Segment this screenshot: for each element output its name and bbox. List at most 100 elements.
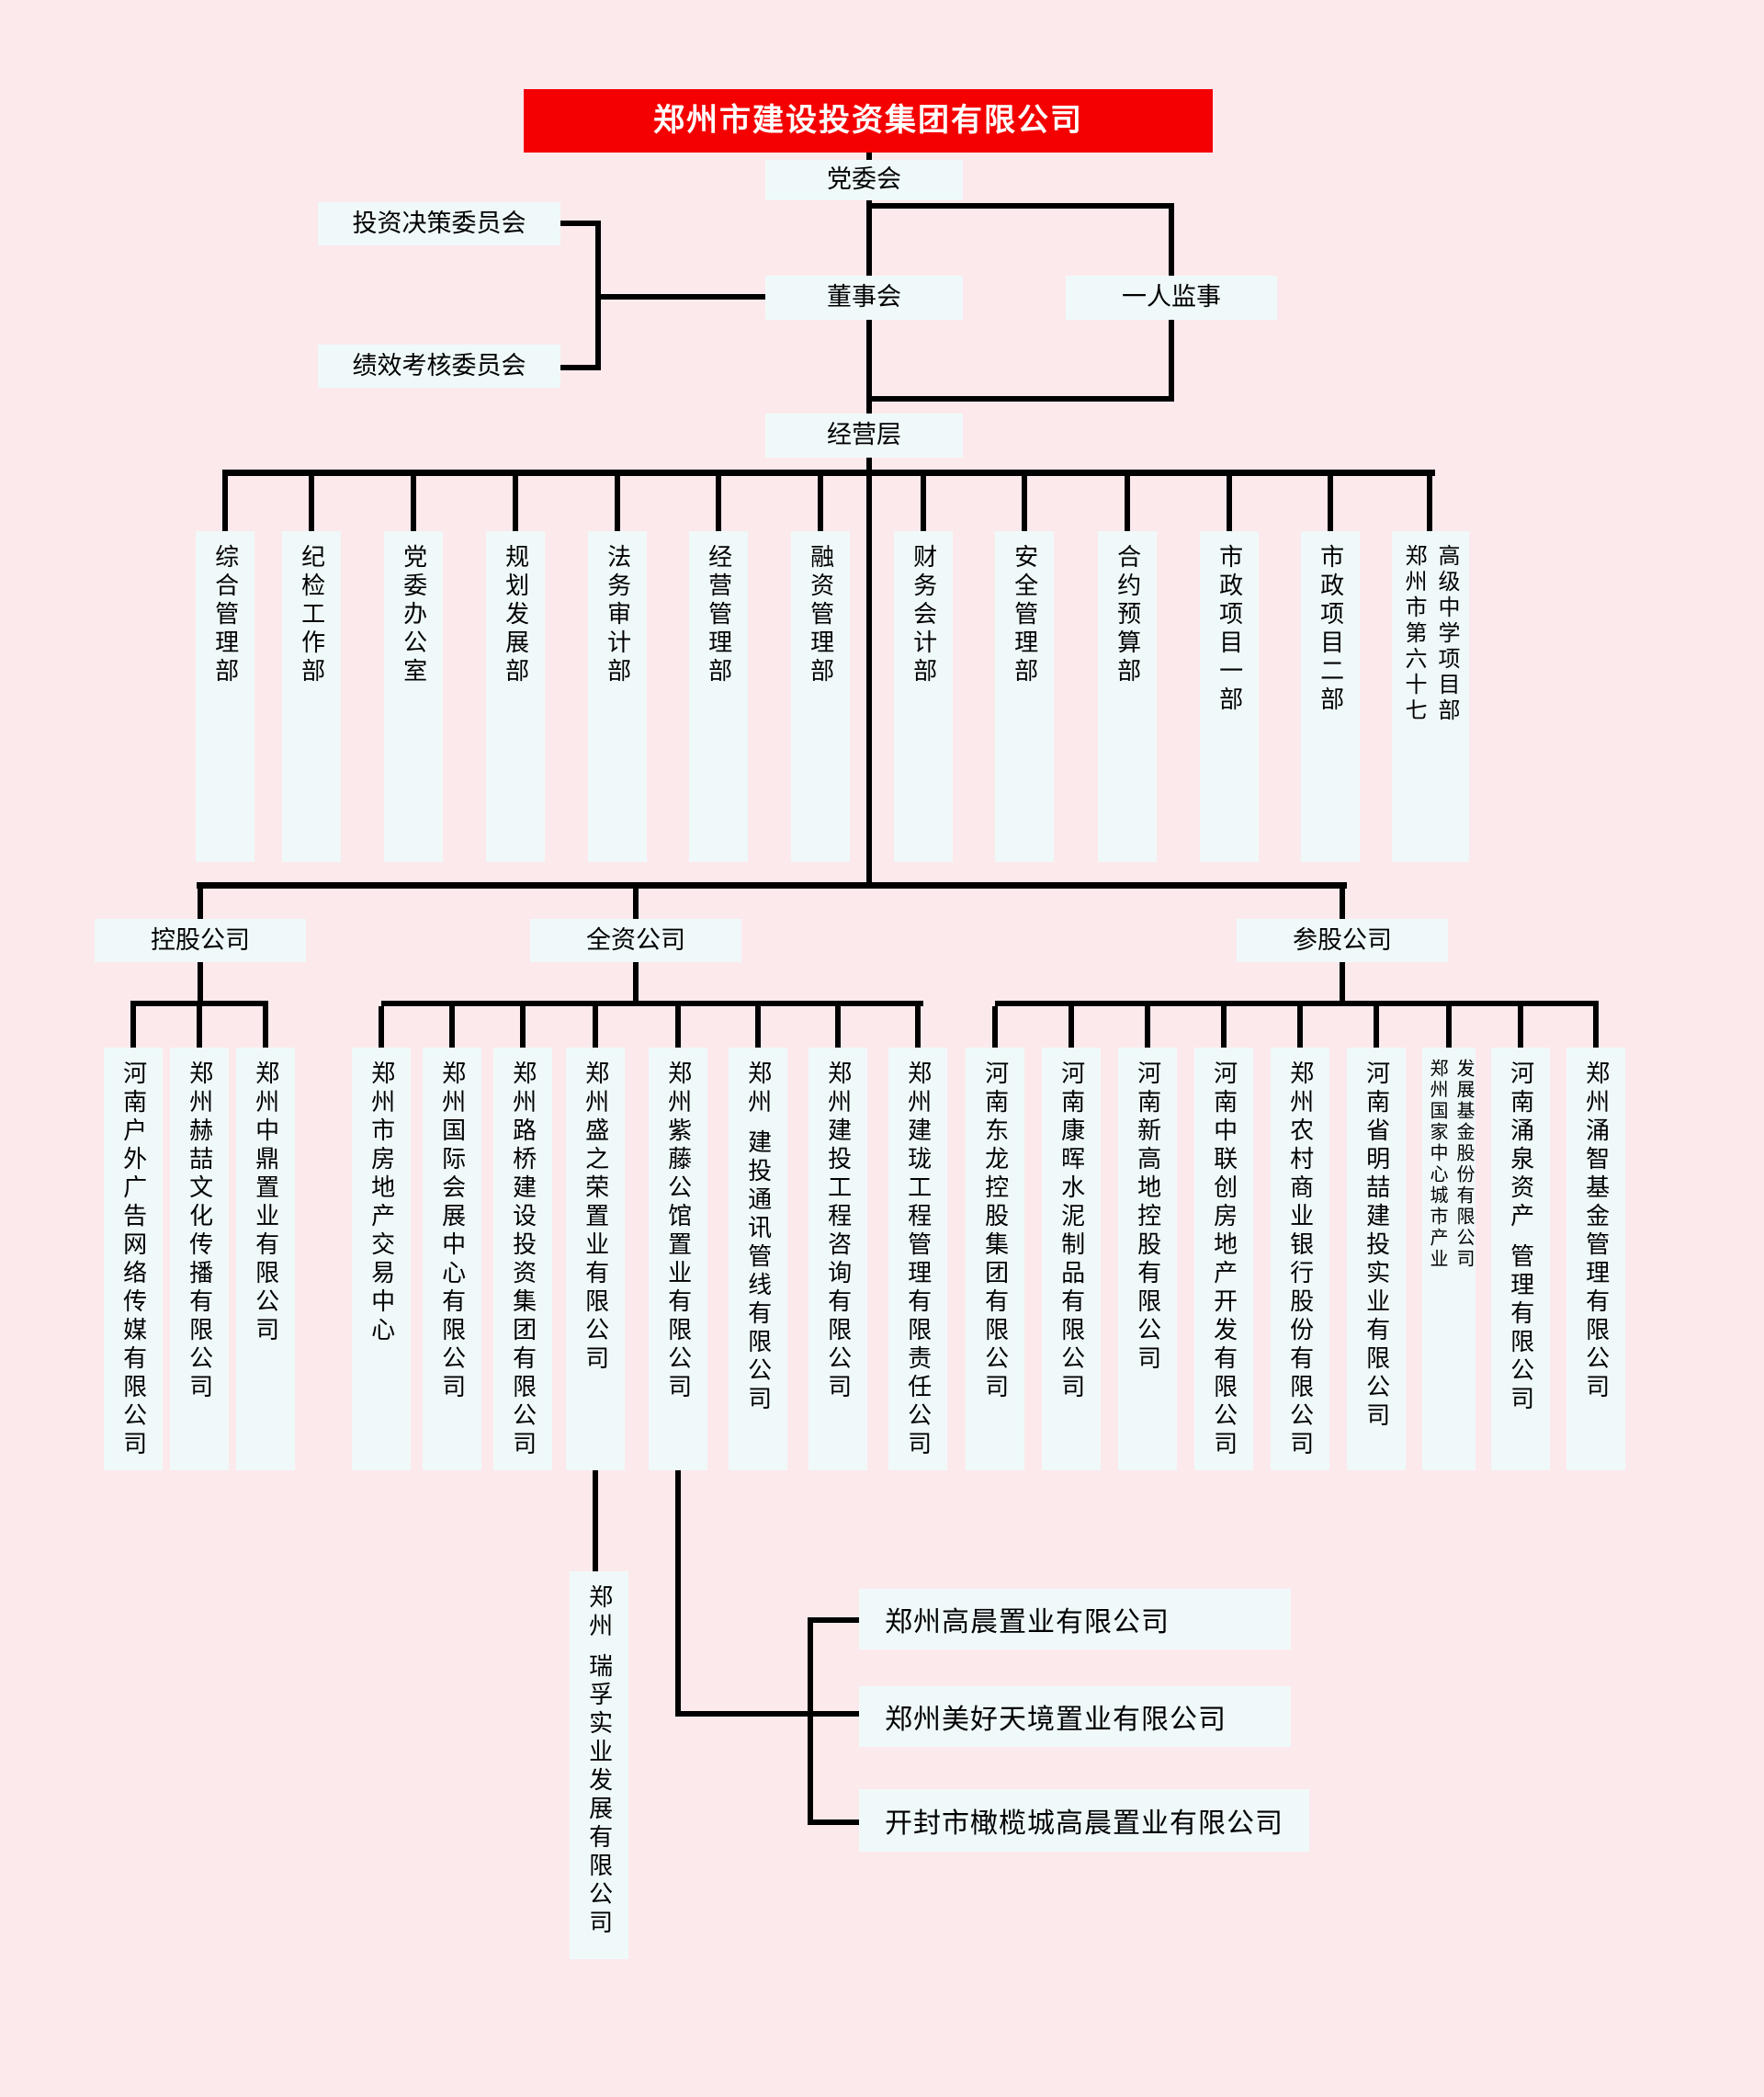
- connector-line: [866, 476, 872, 886]
- node-board: 董事会: [765, 276, 963, 320]
- company-banner: 郑州市建设投资集团有限公司: [524, 89, 1213, 153]
- connector-line: [263, 1006, 268, 1048]
- subsidiary-box: 郑州市房地产交易中心: [352, 1048, 411, 1470]
- subsidiary-box: 郑州农村商业银行股份有限公司: [1271, 1048, 1329, 1470]
- department-box: 市政项目一部: [1200, 531, 1259, 862]
- subsidiary-box: 河南康晖水泥制品有限公司: [1042, 1048, 1101, 1470]
- connector-line: [675, 1006, 681, 1048]
- connector-line: [198, 962, 203, 1004]
- connector-line: [1227, 476, 1232, 531]
- connector-line: [1221, 1006, 1227, 1048]
- department-box: 规划发展部: [486, 531, 545, 862]
- connector-line: [866, 458, 872, 473]
- connector-line: [197, 1006, 202, 1048]
- subsidiary-box: 郑州建投工程咨询有限公司: [808, 1048, 867, 1470]
- subsidiary-box: 郑州 建投通讯管线有限公司: [729, 1048, 787, 1470]
- connector-line: [808, 1819, 859, 1825]
- department-box: 融资管理部: [791, 531, 850, 862]
- node-party-committee: 党委会: [765, 160, 963, 200]
- connector-line: [222, 470, 1435, 476]
- connector-line: [675, 1470, 681, 1717]
- connector-line: [921, 476, 926, 531]
- department-box: 综合管理部: [196, 531, 254, 862]
- subsidiary-box-meihaotianjing: 郑州美好天境置业有限公司: [859, 1686, 1291, 1747]
- subsidiary-box: 郑州国家中心城市产业 发展基金股份有限公司: [1422, 1048, 1476, 1470]
- department-box: 法务审计部: [588, 531, 647, 862]
- connector-line: [1069, 1006, 1074, 1048]
- department-box: 纪检工作部: [282, 531, 341, 862]
- connector-line: [1328, 476, 1333, 531]
- connector-line: [866, 396, 1174, 402]
- connector-line: [130, 1001, 268, 1006]
- connector-line: [379, 1006, 384, 1048]
- connector-line: [1374, 1006, 1379, 1048]
- connector-line: [1427, 476, 1432, 531]
- connector-line: [808, 1617, 813, 1825]
- connector-line: [915, 1006, 921, 1048]
- group-label-participating: 参股公司: [1237, 919, 1448, 962]
- connector-line: [520, 1006, 526, 1048]
- department-box: 经营管理部: [689, 531, 748, 862]
- connector-line: [633, 962, 639, 1004]
- connector-line: [1145, 1006, 1150, 1048]
- subsidiary-box-ruifu: 郑州 瑞孚实业发展有限公司: [570, 1571, 628, 1959]
- connector-line: [835, 1006, 841, 1048]
- connector-line: [1340, 886, 1345, 919]
- connector-line: [513, 476, 518, 531]
- connector-line: [197, 882, 1347, 889]
- connector-line: [411, 476, 416, 531]
- connector-line: [755, 1006, 761, 1048]
- connector-line: [222, 476, 228, 531]
- department-box: 财务会计部: [894, 531, 953, 862]
- connector-line: [675, 1711, 861, 1717]
- connector-line: [560, 221, 601, 226]
- department-box: 合约预算部: [1098, 531, 1157, 862]
- subsidiary-box: 郑州国际会展中心有限公司: [423, 1048, 481, 1470]
- subsidiary-box: 河南东龙控股集团有限公司: [966, 1048, 1024, 1470]
- connector-line: [818, 476, 823, 531]
- connector-line: [595, 294, 771, 300]
- subsidiary-box: 河南新高地控股有限公司: [1118, 1048, 1177, 1470]
- subsidiary-box: 郑州盛之荣置业有限公司: [566, 1048, 625, 1470]
- connector-line: [198, 886, 203, 919]
- connector-line: [1125, 476, 1130, 531]
- subsidiary-box: 河南中联创房地产开发有限公司: [1194, 1048, 1253, 1470]
- connector-line: [992, 1006, 998, 1048]
- connector-line: [1297, 1006, 1303, 1048]
- department-box: 郑州市第六十七 高级中学项目部: [1392, 531, 1469, 862]
- connector-line: [560, 365, 601, 370]
- subsidiary-box: 郑州紫藤公馆置业有限公司: [649, 1048, 707, 1470]
- connector-line: [1593, 1006, 1599, 1048]
- subsidiary-box-kaifeng: 开封市橄榄城高晨置业有限公司: [859, 1789, 1309, 1852]
- connector-line: [449, 1006, 455, 1048]
- connector-line: [866, 203, 1174, 209]
- group-label-wholly-owned: 全资公司: [530, 919, 741, 962]
- subsidiary-box: 郑州路桥建设投资集团有限公司: [493, 1048, 552, 1470]
- node-sole-supervisor: 一人监事: [1066, 276, 1277, 320]
- connector-line: [1022, 476, 1027, 531]
- connector-line: [130, 1006, 136, 1048]
- connector-line: [808, 1617, 859, 1623]
- department-box: 党委办公室: [384, 531, 443, 862]
- connector-line: [593, 1470, 598, 1571]
- subsidiary-box: 郑州涌智基金管理有限公司: [1566, 1048, 1625, 1470]
- subsidiary-box: 郑州赫喆文化传播有限公司: [170, 1048, 229, 1470]
- subsidiary-box: 郑州建珑工程管理有限责任公司: [888, 1048, 947, 1470]
- connector-line: [381, 1001, 923, 1006]
- node-performance-committee: 绩效考核委员会: [318, 345, 560, 388]
- subsidiary-box: 河南省明喆建投实业有限公司: [1347, 1048, 1406, 1470]
- connector-line: [615, 476, 620, 531]
- connector-line: [1446, 1006, 1452, 1048]
- connector-line: [633, 886, 639, 919]
- department-box: 市政项目二部: [1301, 531, 1360, 862]
- connector-line: [866, 153, 872, 162]
- node-investment-committee: 投资决策委员会: [318, 202, 560, 245]
- connector-line: [593, 1006, 598, 1048]
- group-label-holding: 控股公司: [95, 919, 306, 962]
- connector-line: [309, 476, 314, 531]
- connector-line: [716, 476, 721, 531]
- subsidiary-box-gaochen: 郑州高晨置业有限公司: [859, 1589, 1291, 1649]
- subsidiary-box: 河南涌泉资产 管理有限公司: [1491, 1048, 1550, 1470]
- connector-line: [1340, 962, 1345, 1004]
